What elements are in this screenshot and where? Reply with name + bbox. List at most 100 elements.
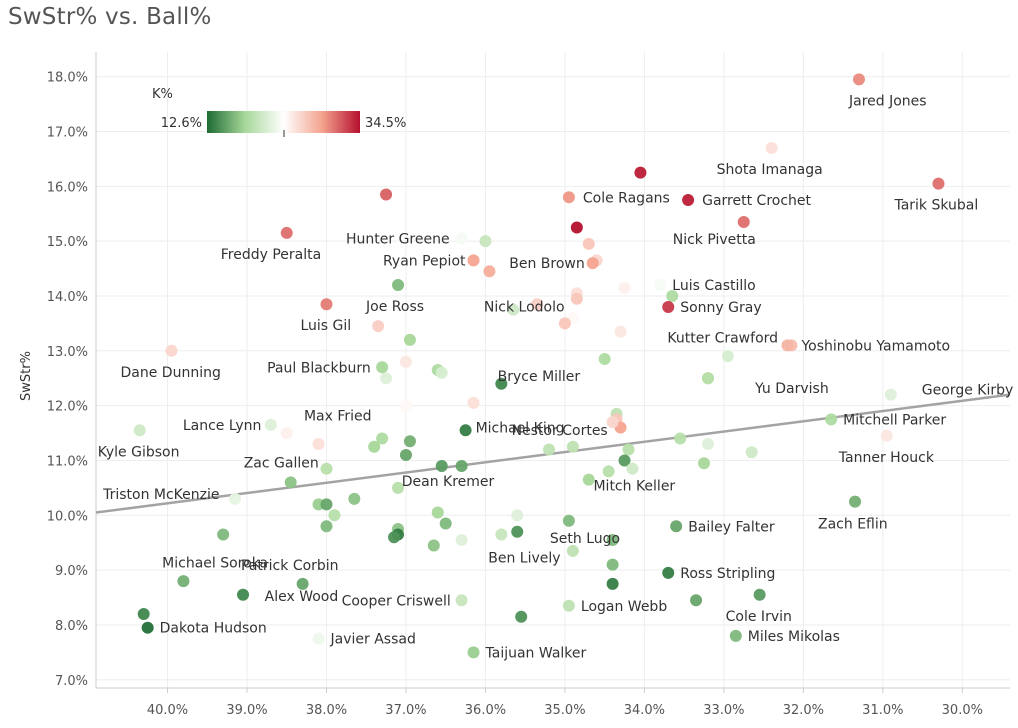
- data-point-nick-lodolo[interactable]: [558, 317, 571, 330]
- data-point[interactable]: [570, 292, 583, 305]
- data-point-mitch-keller[interactable]: [626, 462, 639, 475]
- data-point[interactable]: [312, 438, 325, 451]
- data-point[interactable]: [543, 443, 556, 456]
- data-point-seth-lugo[interactable]: [562, 514, 575, 527]
- data-point[interactable]: [570, 221, 583, 234]
- data-point[interactable]: [690, 594, 703, 607]
- data-point[interactable]: [622, 443, 635, 456]
- data-point-triston-mckenzie[interactable]: [229, 492, 242, 505]
- color-legend[interactable]: K% 12.6% 34.5%: [152, 87, 406, 137]
- data-point[interactable]: [177, 575, 190, 588]
- data-point[interactable]: [320, 520, 333, 533]
- data-point-michael-soroka[interactable]: [217, 528, 230, 541]
- data-point[interactable]: [614, 325, 627, 338]
- data-point[interactable]: [399, 448, 412, 461]
- data-point-javier-assad[interactable]: [312, 632, 325, 645]
- data-point[interactable]: [348, 492, 361, 505]
- data-point-luis-gil[interactable]: [320, 298, 333, 311]
- data-point-nick-pivetta[interactable]: [737, 215, 750, 228]
- data-point-ryan-pepiot[interactable]: [467, 254, 480, 267]
- data-point-joe-ross[interactable]: [392, 279, 405, 292]
- data-point[interactable]: [507, 303, 520, 316]
- data-point-dane-dunning[interactable]: [165, 344, 178, 357]
- data-point-cole-ragans[interactable]: [562, 191, 575, 204]
- data-point[interactable]: [399, 355, 412, 368]
- data-point-dean-kremer[interactable]: [435, 459, 448, 472]
- data-point[interactable]: [531, 298, 544, 311]
- data-point-sonny-gray[interactable]: [662, 300, 675, 313]
- data-point-shota-imanaga[interactable]: [765, 141, 778, 154]
- data-point[interactable]: [634, 166, 647, 179]
- data-point[interactable]: [237, 588, 250, 601]
- data-point[interactable]: [582, 473, 595, 486]
- data-point-zach-eflin[interactable]: [849, 495, 862, 508]
- data-point-ross-stripling[interactable]: [662, 566, 675, 579]
- data-point[interactable]: [582, 237, 595, 250]
- data-point-ben-brown[interactable]: [586, 257, 599, 270]
- data-point[interactable]: [427, 539, 440, 552]
- data-point[interactable]: [403, 333, 416, 346]
- data-point[interactable]: [392, 481, 405, 494]
- data-point[interactable]: [495, 377, 508, 390]
- data-point-yu-darvish[interactable]: [701, 372, 714, 385]
- data-point[interactable]: [380, 372, 393, 385]
- data-point[interactable]: [455, 459, 468, 472]
- data-point[interactable]: [674, 432, 687, 445]
- data-point-kyle-gibson[interactable]: [133, 424, 146, 437]
- data-point-hunter-greene[interactable]: [455, 232, 468, 245]
- data-point-mitchell-parker[interactable]: [825, 413, 838, 426]
- data-point[interactable]: [320, 498, 333, 511]
- data-point[interactable]: [137, 607, 150, 620]
- data-point[interactable]: [606, 533, 619, 546]
- data-point-cole-irvin[interactable]: [753, 588, 766, 601]
- data-point[interactable]: [320, 462, 333, 475]
- data-point-jared-jones[interactable]: [852, 73, 865, 86]
- data-point[interactable]: [479, 235, 492, 248]
- data-point-taijuan-walker[interactable]: [467, 646, 480, 659]
- data-point[interactable]: [431, 506, 444, 519]
- data-point[interactable]: [511, 509, 524, 522]
- data-point[interactable]: [701, 438, 714, 451]
- data-point[interactable]: [515, 610, 528, 623]
- data-point[interactable]: [403, 435, 416, 448]
- data-point-tarik-skubal[interactable]: [932, 177, 945, 190]
- data-point[interactable]: [606, 577, 619, 590]
- data-point[interactable]: [745, 446, 758, 459]
- data-point-paul-blackburn[interactable]: [376, 361, 389, 374]
- data-point[interactable]: [467, 396, 480, 409]
- data-point-garrett-crochet[interactable]: [682, 194, 695, 207]
- data-point-tanner-houck[interactable]: [880, 429, 893, 442]
- data-point[interactable]: [280, 427, 293, 440]
- data-point[interactable]: [666, 289, 679, 302]
- data-point[interactable]: [602, 465, 615, 478]
- data-point-alex-wood[interactable]: [296, 577, 309, 590]
- data-point-luis-castillo[interactable]: [654, 279, 667, 292]
- data-point[interactable]: [435, 366, 448, 379]
- data-point-dakota-hudson[interactable]: [141, 621, 154, 634]
- data-point-nestor-cortes[interactable]: [606, 416, 619, 429]
- data-point[interactable]: [606, 558, 619, 571]
- data-point-bryce-miller[interactable]: [598, 353, 611, 366]
- data-point[interactable]: [570, 377, 583, 390]
- data-point[interactable]: [618, 281, 631, 294]
- data-point-yoshinobu-yamamoto[interactable]: [781, 339, 794, 352]
- data-point-bailey-falter[interactable]: [670, 520, 683, 533]
- data-point[interactable]: [495, 528, 508, 541]
- data-point[interactable]: [368, 440, 381, 453]
- data-point[interactable]: [721, 350, 734, 363]
- data-point-freddy-peralta[interactable]: [280, 226, 293, 239]
- data-point[interactable]: [618, 454, 631, 467]
- data-point[interactable]: [483, 265, 496, 278]
- data-point[interactable]: [698, 457, 711, 470]
- data-point[interactable]: [372, 320, 385, 333]
- data-point-cooper-criswell[interactable]: [455, 594, 468, 607]
- data-point[interactable]: [328, 509, 341, 522]
- data-point[interactable]: [376, 432, 389, 445]
- data-point-michael-king[interactable]: [459, 424, 472, 437]
- data-point-logan-webb[interactable]: [562, 599, 575, 612]
- data-point-zac-gallen[interactable]: [284, 476, 297, 489]
- data-point-ben-lively[interactable]: [511, 525, 524, 538]
- data-point[interactable]: [455, 533, 468, 546]
- data-point[interactable]: [439, 517, 452, 530]
- data-point-max-fried[interactable]: [399, 399, 412, 412]
